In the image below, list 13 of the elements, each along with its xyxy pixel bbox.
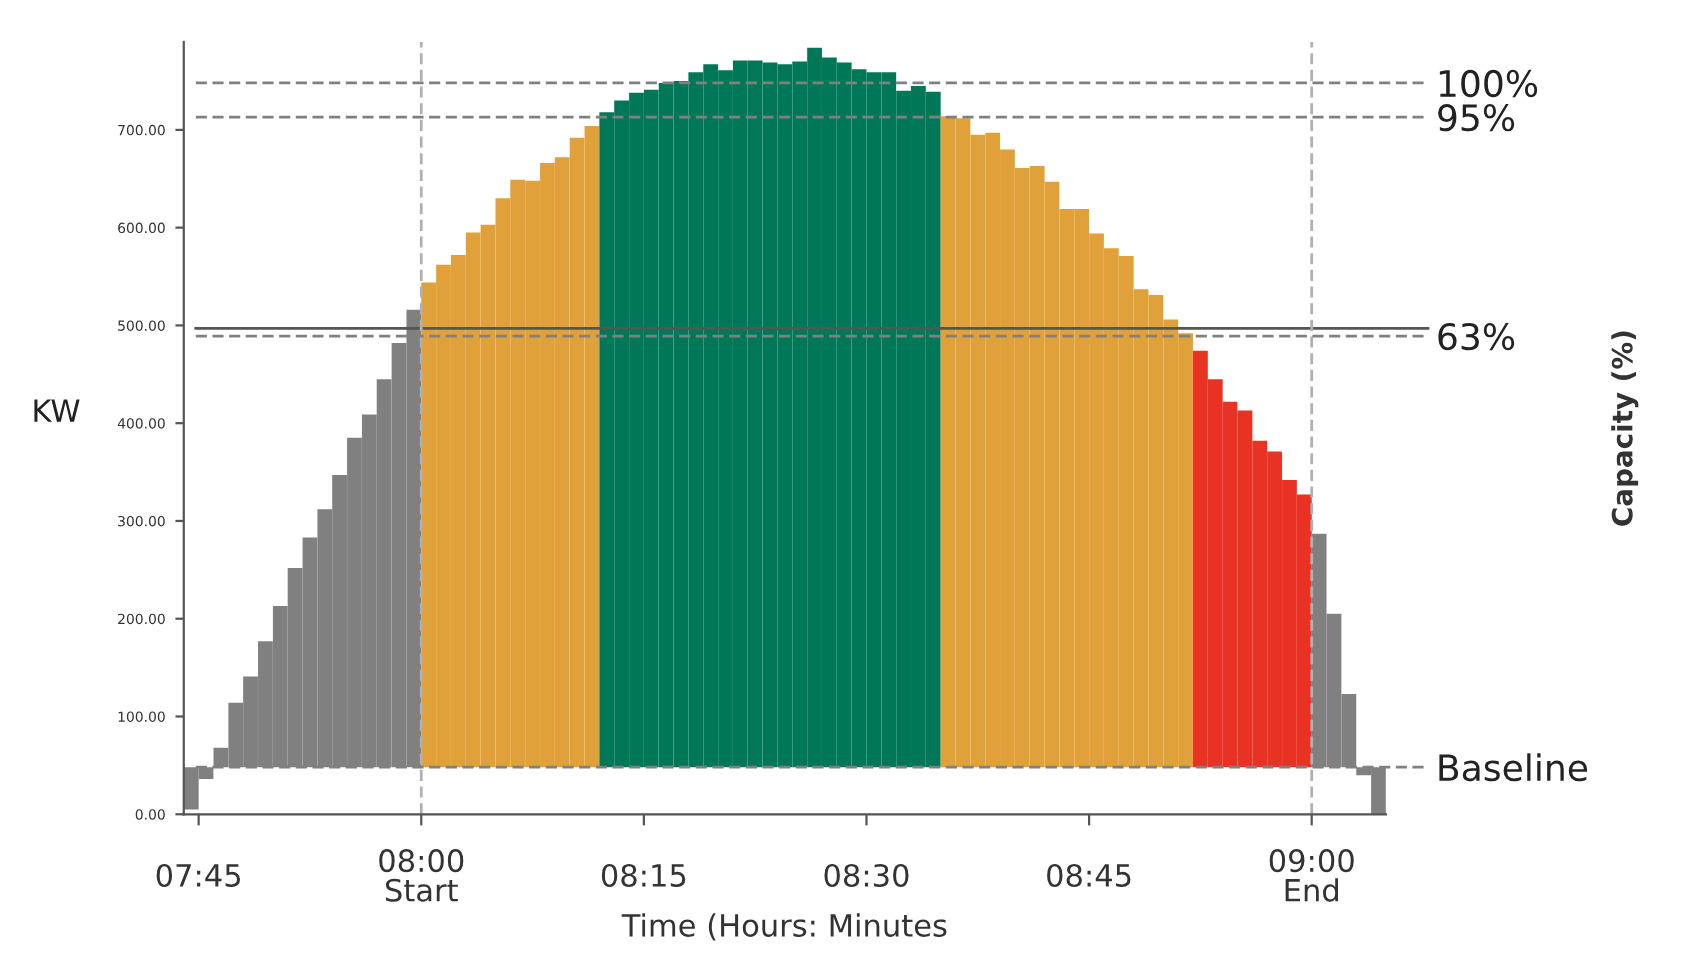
- y2-tick-label: Baseline: [1439, 753, 1588, 782]
- x-tick-label: 08:00 Start: [379, 849, 464, 902]
- y2-tick-label: 63%: [1438, 322, 1515, 351]
- y2-tick-label: 95%: [1438, 104, 1515, 132]
- x-tick-label: 09:00 End: [1269, 849, 1354, 902]
- x-tick-label: 08:45: [1047, 863, 1131, 888]
- y2-tick-label: 100%: [1439, 69, 1538, 98]
- y-axis-title: KW: [34, 399, 80, 422]
- y2-axis-title: Capacity (%): [1611, 331, 1639, 526]
- x-tick-label: 08:30: [824, 863, 909, 888]
- x-axis-title: Time (Hours: Minutes: [621, 913, 947, 941]
- x-tick-label: 07:45: [156, 863, 240, 888]
- x-tick-label: 08:15: [601, 863, 686, 888]
